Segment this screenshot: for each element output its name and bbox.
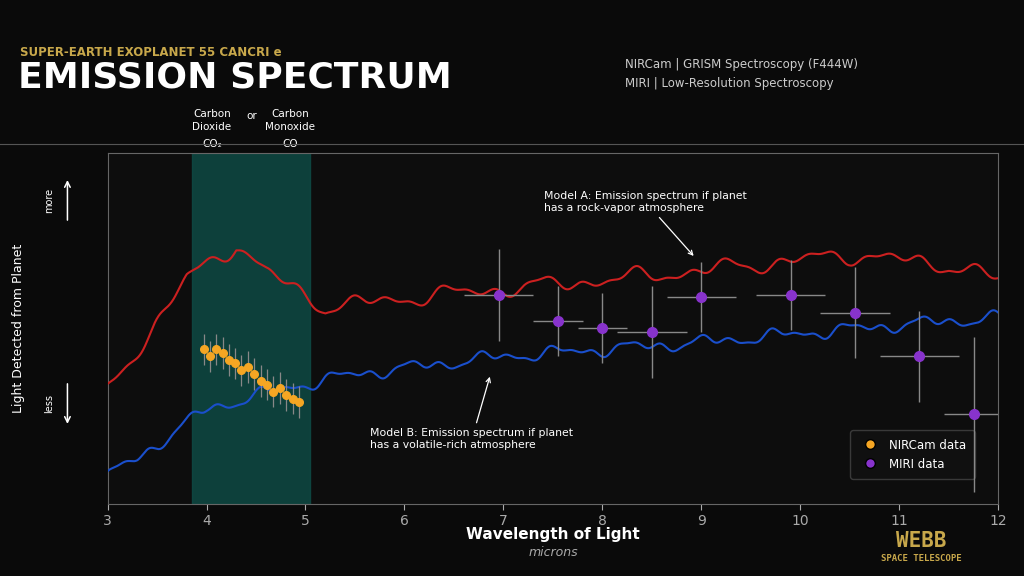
Legend: NIRCam data, MIRI data: NIRCam data, MIRI data bbox=[850, 430, 975, 479]
Text: SUPER-EARTH EXOPLANET 55 CANCRI e: SUPER-EARTH EXOPLANET 55 CANCRI e bbox=[20, 46, 282, 59]
Text: Carbon
Dioxide: Carbon Dioxide bbox=[193, 109, 231, 131]
Text: CO: CO bbox=[283, 139, 298, 149]
Text: Model A: Emission spectrum if planet
has a rock-vapor atmosphere: Model A: Emission spectrum if planet has… bbox=[544, 191, 746, 255]
Text: WEBB: WEBB bbox=[896, 532, 947, 551]
Text: CO₂: CO₂ bbox=[202, 139, 221, 149]
Text: Light Detected from Planet: Light Detected from Planet bbox=[12, 244, 25, 413]
Text: or: or bbox=[247, 111, 257, 121]
Text: Model B: Emission spectrum if planet
has a volatile-rich atmosphere: Model B: Emission spectrum if planet has… bbox=[371, 378, 573, 450]
Text: EMISSION SPECTRUM: EMISSION SPECTRUM bbox=[18, 60, 453, 94]
Text: microns: microns bbox=[528, 547, 578, 559]
Text: MIRI | Low-Resolution Spectroscopy: MIRI | Low-Resolution Spectroscopy bbox=[625, 77, 834, 90]
Text: Wavelength of Light: Wavelength of Light bbox=[466, 527, 640, 542]
Text: NIRCam | GRISM Spectroscopy (F444W): NIRCam | GRISM Spectroscopy (F444W) bbox=[625, 58, 858, 71]
Text: Carbon
Monoxide: Carbon Monoxide bbox=[265, 109, 315, 131]
Text: SPACE TELESCOPE: SPACE TELESCOPE bbox=[882, 554, 962, 563]
Bar bbox=[191, 153, 310, 504]
Text: less: less bbox=[44, 395, 54, 414]
Text: more: more bbox=[44, 188, 54, 213]
